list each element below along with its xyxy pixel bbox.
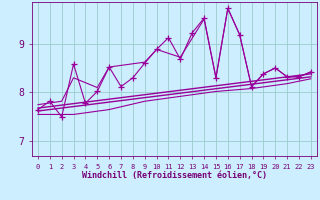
X-axis label: Windchill (Refroidissement éolien,°C): Windchill (Refroidissement éolien,°C) — [82, 171, 267, 180]
